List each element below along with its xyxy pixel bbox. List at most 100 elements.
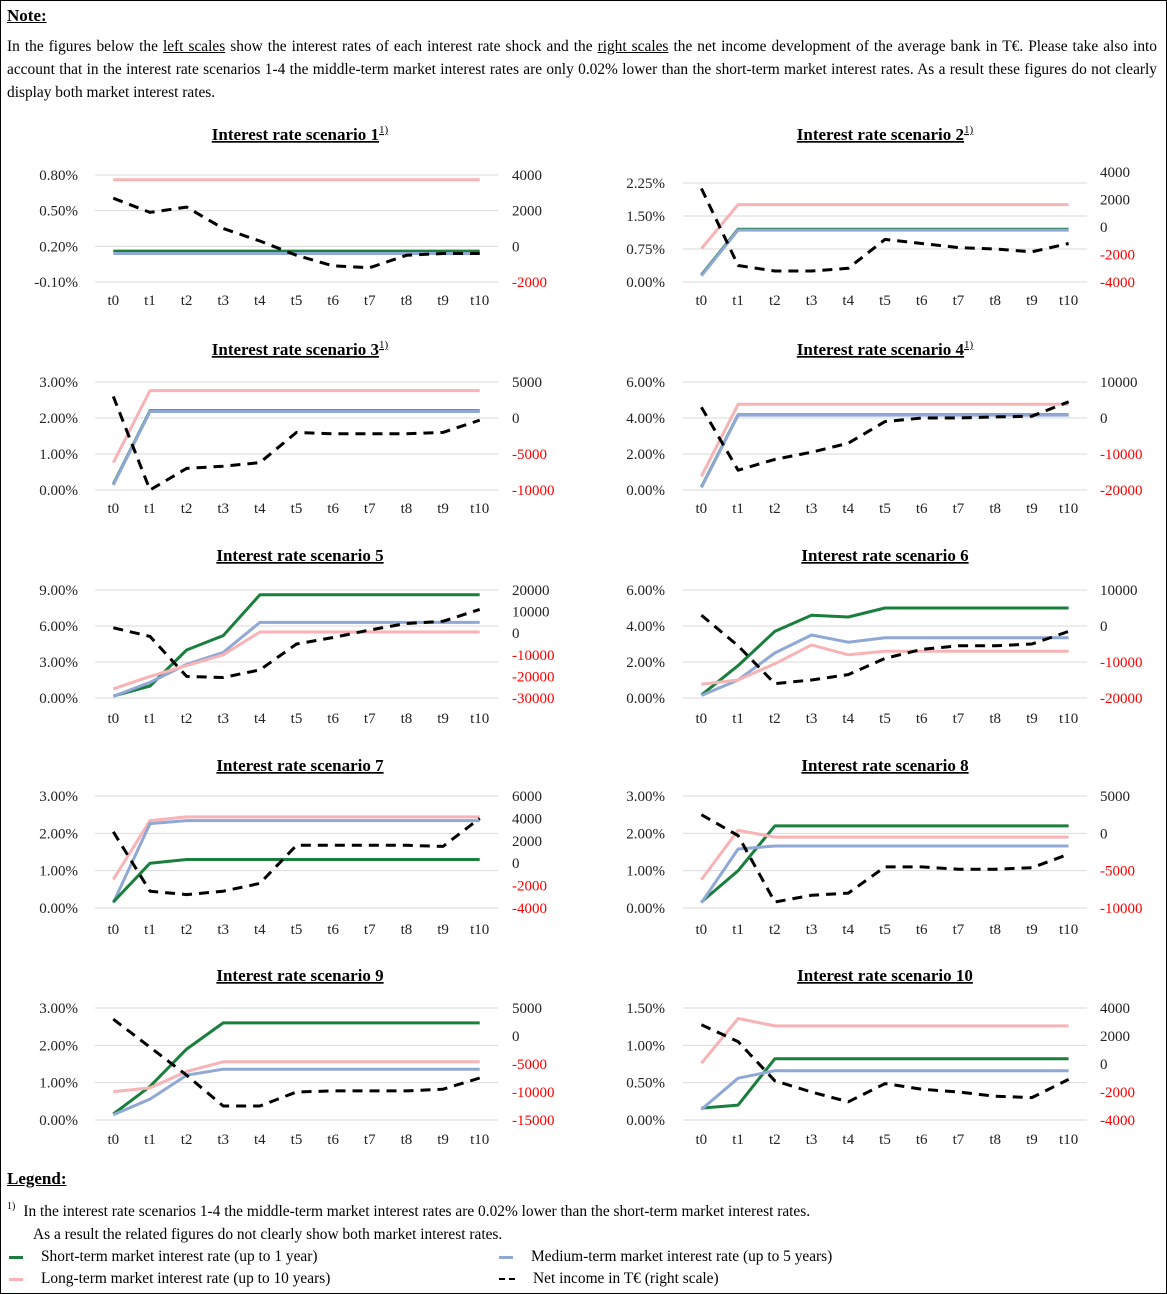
x-tick-label: t5 xyxy=(879,501,891,517)
x-tick-label: t9 xyxy=(1026,922,1038,938)
x-tick-label: t9 xyxy=(437,711,449,727)
left-tick-label: 0.20% xyxy=(39,239,78,255)
x-tick-label: t9 xyxy=(1026,501,1038,517)
right-tick-label: 0 xyxy=(1100,411,1108,427)
x-tick-label: t2 xyxy=(769,711,781,727)
x-tick-label: t9 xyxy=(437,922,449,938)
x-tick-label: t8 xyxy=(401,711,413,727)
series-long xyxy=(113,1060,480,1094)
left-tick-label: 2.00% xyxy=(626,447,665,463)
chart-9: Interest rate scenario 9 3.00% 2.00% 1.00% 0… xyxy=(39,966,554,1148)
x-tick-label: t5 xyxy=(879,711,891,727)
legend-swatch-short xyxy=(9,1255,23,1259)
series-short xyxy=(111,409,480,485)
right-tick-label: 0 xyxy=(1100,1057,1108,1073)
series-long xyxy=(700,1017,1069,1065)
x-tick-label: t3 xyxy=(217,711,229,727)
x-tick-label: t4 xyxy=(254,293,266,309)
left-tick-label: 0.75% xyxy=(626,242,665,258)
series-net xyxy=(112,196,480,270)
series-short xyxy=(112,1021,480,1116)
x-tick-label: t10 xyxy=(470,293,489,309)
right-tick-label: -10000 xyxy=(512,1085,555,1101)
chart-title: Interest rate scenario 21) xyxy=(797,124,974,144)
chart-title-footnote: 1) xyxy=(964,124,974,136)
series-net xyxy=(700,813,1070,904)
chart-title-footnote: 1) xyxy=(964,339,974,351)
series-long xyxy=(700,402,1069,477)
left-tick-label: 0.00% xyxy=(626,901,665,917)
x-tick-label: t4 xyxy=(842,922,854,938)
left-tick-label: 0.80% xyxy=(39,168,78,184)
left-tick-label: 6.00% xyxy=(626,375,665,391)
chart-title-footnote: 1) xyxy=(379,339,389,351)
legend-swatch-net xyxy=(499,1278,515,1280)
right-tick-label: 0 xyxy=(512,856,520,872)
left-tick-label: 3.00% xyxy=(39,375,78,391)
chart-6: Interest rate scenario 6 6.00% 4.00% 2.00% 0… xyxy=(626,546,1142,727)
right-tick-label: -4000 xyxy=(512,901,547,917)
right-tick-label: -5000 xyxy=(512,1057,547,1073)
right-tick-label: 2000 xyxy=(512,204,542,220)
series-short xyxy=(700,413,1069,488)
x-tick-label: t8 xyxy=(989,1132,1001,1148)
right-tick-label: 0 xyxy=(512,411,520,427)
x-tick-label: t2 xyxy=(181,1132,193,1148)
left-tick-label: 2.00% xyxy=(626,826,665,842)
x-tick-label: t8 xyxy=(401,293,413,309)
x-tick-label: t1 xyxy=(144,501,156,517)
x-tick-label: t6 xyxy=(916,711,928,727)
x-tick-label: t7 xyxy=(953,293,965,309)
series-medium xyxy=(700,1069,1069,1111)
series-net xyxy=(700,1023,1070,1104)
x-tick-label: t0 xyxy=(107,1132,119,1148)
x-tick-label: t2 xyxy=(769,922,781,938)
left-tick-label: 0.00% xyxy=(626,483,665,499)
x-tick-label: t2 xyxy=(769,501,781,517)
legend-item-long: Long-term market interest rate (up to 10… xyxy=(7,1270,330,1288)
right-tick-label: 0 xyxy=(512,1029,520,1045)
x-tick-label: t10 xyxy=(1059,1132,1078,1148)
left-tick-label: 1.00% xyxy=(39,1076,78,1092)
legend-label-medium: Medium-term market interest rate (up to … xyxy=(531,1248,833,1265)
right-tick-label: 4000 xyxy=(1100,165,1130,181)
note-title: Note: xyxy=(7,6,47,25)
x-tick-label: t2 xyxy=(181,711,193,727)
series-long xyxy=(111,389,480,464)
left-tick-label: 1.00% xyxy=(626,864,665,880)
x-tick-label: t3 xyxy=(806,1132,818,1148)
right-tick-label: 5000 xyxy=(1100,789,1130,805)
x-tick-label: t5 xyxy=(291,922,303,938)
x-tick-label: t3 xyxy=(217,293,229,309)
right-tick-label: 2000 xyxy=(512,834,542,850)
right-tick-label: -4000 xyxy=(1100,1113,1135,1129)
x-tick-label: t4 xyxy=(254,1132,266,1148)
x-tick-label: t7 xyxy=(364,711,376,727)
x-tick-label: t1 xyxy=(732,1132,744,1148)
footnote-line2: As a result the related figures do not c… xyxy=(33,1226,503,1243)
x-tick-label: t1 xyxy=(144,922,156,938)
right-tick-label: 2000 xyxy=(1100,193,1130,209)
legend-item-medium: Medium-term market interest rate (up to … xyxy=(497,1248,832,1266)
chart-1: Interest rate scenario 11) 0.80% 0.50% 0.20… xyxy=(34,124,547,309)
left-tick-label: 4.00% xyxy=(626,619,665,635)
left-tick-label: 3.00% xyxy=(39,655,78,671)
right-tick-label: -2000 xyxy=(1100,1085,1135,1101)
x-tick-label: t6 xyxy=(916,293,928,309)
x-tick-label: t1 xyxy=(732,922,744,938)
series-medium xyxy=(111,819,480,904)
x-tick-label: t9 xyxy=(1026,1132,1038,1148)
right-tick-label: 4000 xyxy=(512,168,542,184)
series-net xyxy=(700,400,1070,472)
x-tick-label: t8 xyxy=(401,922,413,938)
right-tick-label: 4000 xyxy=(512,811,542,827)
x-tick-label: t6 xyxy=(916,1132,928,1148)
left-tick-label: 1.00% xyxy=(39,447,78,463)
series-medium xyxy=(112,1067,480,1117)
x-tick-label: t3 xyxy=(806,711,818,727)
left-tick-label: 6.00% xyxy=(39,619,78,635)
x-tick-label: t1 xyxy=(732,711,744,727)
x-tick-label: t4 xyxy=(842,711,854,727)
x-tick-label: t0 xyxy=(696,711,708,727)
chart-title-footnote: 1) xyxy=(379,124,389,136)
